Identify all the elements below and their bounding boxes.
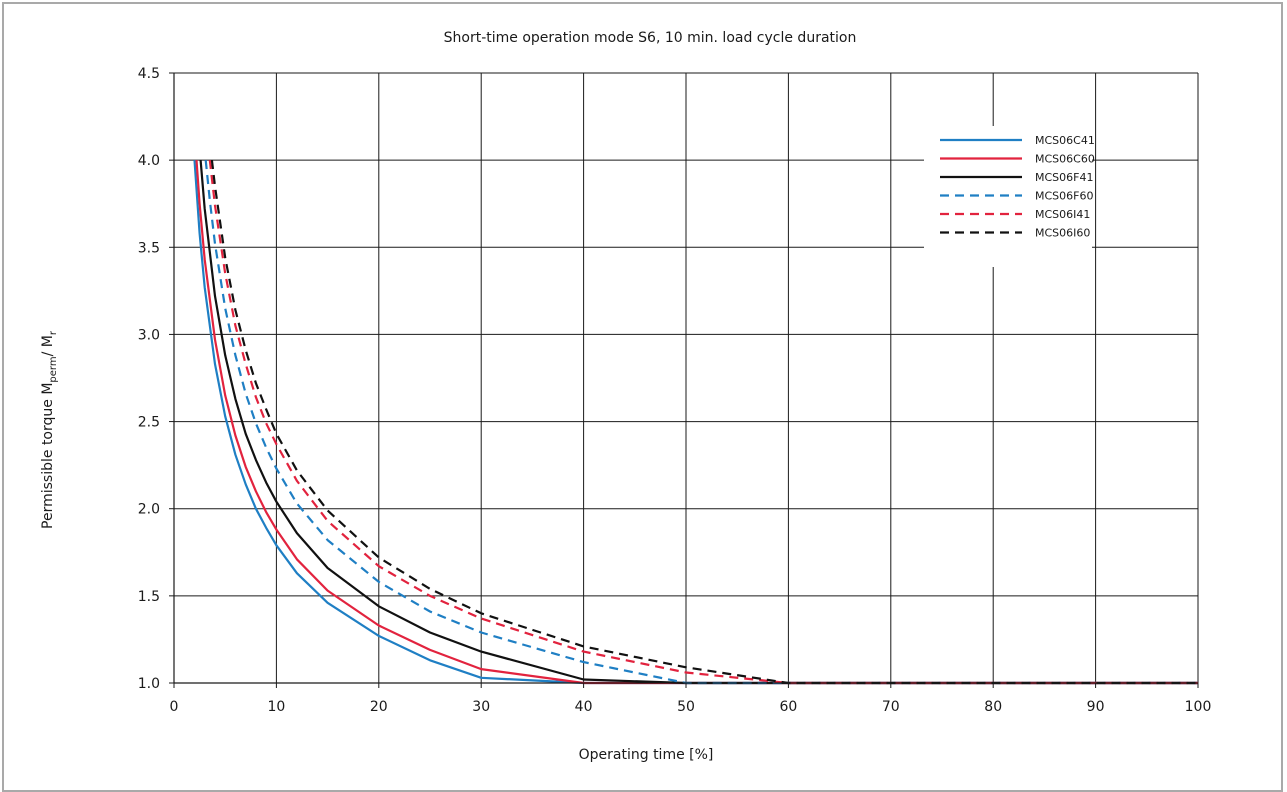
y-axis-label-sub2: r <box>48 330 59 335</box>
x-tick-label-40: 40 <box>575 699 593 715</box>
series-line-mcs06f60 <box>204 159 1198 685</box>
x-tick-label-10: 10 <box>267 699 285 715</box>
grid <box>174 72 1199 683</box>
y-tick-label-1: 1.0 <box>138 676 160 692</box>
x-tick-labels: 0 10 20 30 40 50 60 70 80 90 100 <box>170 699 1212 715</box>
x-tick-label-70: 70 <box>882 699 900 715</box>
y-axis-label-mid: / M <box>40 335 56 356</box>
y-tick-label-3-5: 3.5 <box>138 240 160 256</box>
x-axis-label: Operating time [%] <box>579 747 714 763</box>
legend-label-mcs06f41: MCS06F41 <box>1035 171 1093 184</box>
y-tick-label-1-5: 1.5 <box>138 589 160 605</box>
chart-title: Short-time operation mode S6, 10 min. lo… <box>444 30 857 46</box>
y-tick-label-2: 2.0 <box>138 502 160 518</box>
x-tick-label-30: 30 <box>472 699 490 715</box>
x-tick-label-20: 20 <box>370 699 388 715</box>
x-tick-label-60: 60 <box>779 699 797 715</box>
y-tick-label-4-5: 4.5 <box>138 66 160 82</box>
x-tick-label-50: 50 <box>677 699 695 715</box>
legend-label-mcs06c60: MCS06C60 <box>1035 153 1095 166</box>
x-tick-label-0: 0 <box>170 699 179 715</box>
legend: MCS06C41 MCS06C60 MCS06F41 MCS06F60 MCS06I41… <box>924 126 1095 267</box>
legend-label-mcs06c41: MCS06C41 <box>1035 134 1095 147</box>
y-axis-label: Permissible torque Mperm/ Mr <box>40 330 59 529</box>
axes <box>169 72 1199 688</box>
y-tick-labels: 1.0 1.5 2.0 2.5 3.0 3.5 4.0 4.5 <box>138 66 160 692</box>
legend-label-mcs06f60: MCS06F60 <box>1035 190 1093 203</box>
legend-label-mcs06i60: MCS06I60 <box>1035 227 1090 240</box>
legend-label-mcs06i41: MCS06I41 <box>1035 208 1090 221</box>
y-tick-label-3: 3.0 <box>138 327 160 343</box>
y-tick-label-2-5: 2.5 <box>138 415 160 431</box>
x-tick-label-80: 80 <box>984 699 1002 715</box>
x-tick-label-90: 90 <box>1087 699 1105 715</box>
y-tick-label-4: 4.0 <box>138 153 160 169</box>
x-tick-label-100: 100 <box>1185 699 1212 715</box>
y-axis-label-main: Permissible torque M <box>40 383 56 529</box>
y-axis-label-sub1: perm <box>48 356 59 382</box>
